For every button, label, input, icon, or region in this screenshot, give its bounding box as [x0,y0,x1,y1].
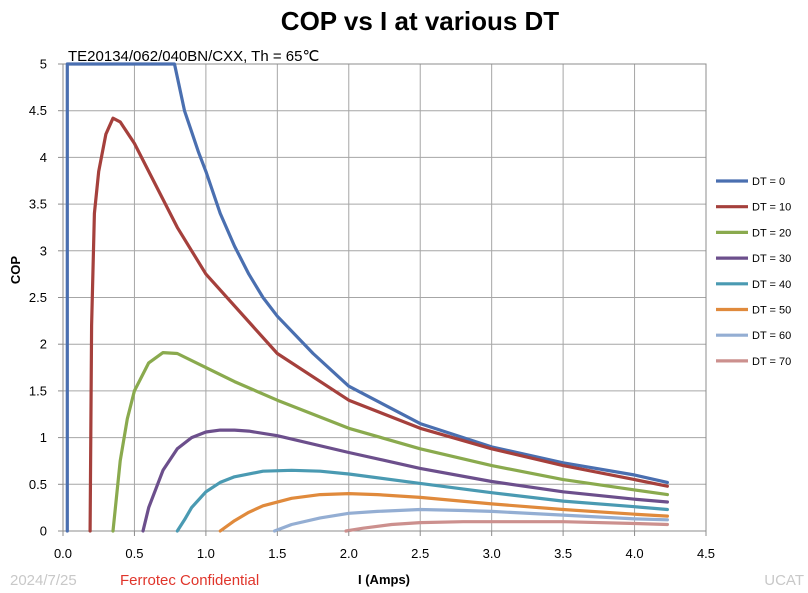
series-line-dt-10 [88,116,670,533]
y-tick-label: 3 [40,243,47,258]
legend-item: DT = 50 [716,305,791,317]
legend-label: DT = 30 [752,253,791,265]
legend-label: DT = 10 [752,202,791,214]
legend-item: DT = 70 [716,356,791,368]
y-tick-label: 4 [40,150,47,165]
y-tick-label: 3.5 [29,197,47,212]
series-line-dt-0 [65,62,670,533]
legend-label: DT = 60 [752,330,791,342]
series-line-dt-50 [218,492,670,533]
y-tick-label: 2.5 [29,290,47,305]
y-tick-label: 2 [40,337,47,352]
legend-item: DT = 0 [716,176,785,188]
x-tick-label: 1.5 [268,546,286,561]
y-tick-label: 1.5 [29,383,47,398]
axes: 0.0 0.5 1.0 1.5 2.0 2.5 3.0 3.5 4.0 4.5 0 0.5 1 1.5 2 2… [29,57,715,562]
legend-item: DT = 10 [716,202,791,214]
series-line-dt-70 [344,520,670,533]
x-tick-label: 2.5 [411,546,429,561]
y-tick-label: 5 [40,57,47,72]
chart-title: COP vs I at various DT [281,6,560,36]
x-tick-label: 4.5 [697,546,715,561]
legend-item: DT = 60 [716,330,791,342]
legend-item: DT = 30 [716,253,791,265]
legend-label: DT = 20 [752,227,791,239]
legend-label: DT = 70 [752,356,791,368]
footer-date: 2024/7/25 [10,572,77,589]
series-line-dt-30 [141,428,670,533]
chart-subtitle: TE20134/062/040BN/CXX, Th = 65℃ [68,48,319,65]
footer-confidential: Ferrotec Confidential [120,572,260,589]
y-tick-label: 1 [40,430,47,445]
series-line-dt-20 [111,351,670,533]
x-tick-label: 0.0 [54,546,72,561]
x-tick-label: 3.0 [483,546,501,561]
legend-label: DT = 0 [752,176,785,188]
x-tick-label: 1.0 [197,546,215,561]
x-axis-label: I (Amps) [358,572,410,587]
legend-label: DT = 50 [752,305,791,317]
series-line-dt-40 [175,468,670,533]
y-axis-label: COP [8,256,23,285]
legend: DT = 0 DT = 10 DT = 20 DT = 30 DT = 40 DT = 5… [716,176,791,368]
legend-item: DT = 20 [716,227,791,239]
series-line-dt-60 [272,507,670,533]
x-tick-label: 3.5 [554,546,572,561]
legend-label: DT = 40 [752,279,791,291]
x-tick-label: 4.0 [626,546,644,561]
y-tick-label: 0.5 [29,477,47,492]
legend-item: DT = 40 [716,279,791,291]
x-tick-label: 0.5 [125,546,143,561]
grid [63,64,706,531]
y-tick-label: 0 [40,524,47,539]
x-tick-label: 2.0 [340,546,358,561]
footer-right-label: UCAT [764,572,804,589]
y-tick-label: 4.5 [29,103,47,118]
series-lines [65,62,670,533]
